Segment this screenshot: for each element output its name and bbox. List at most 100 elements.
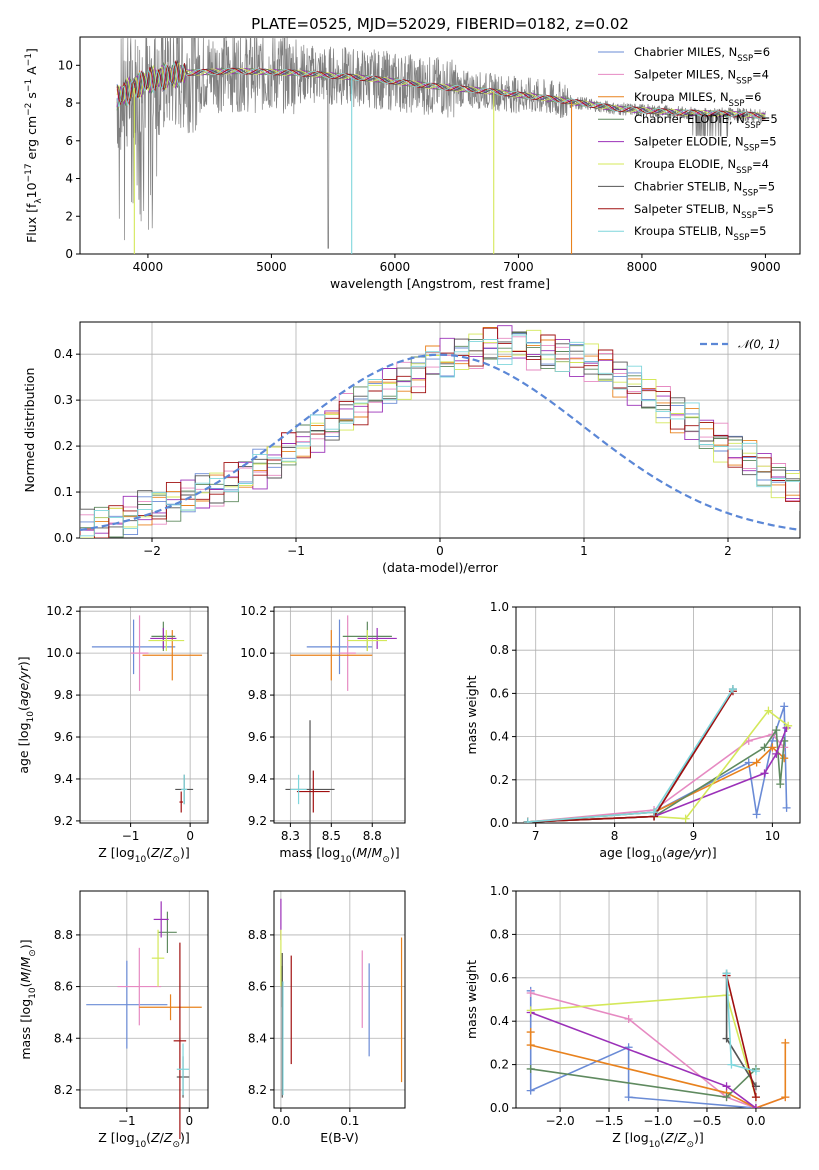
y-tick-label: 0.0 [54, 531, 73, 545]
errorbar-kroupa-stelib [181, 774, 188, 805]
model-kroupa-stelib [116, 62, 766, 120]
weight-marker [780, 754, 789, 763]
model-chabrier-stelib [116, 59, 766, 120]
weight-marker [784, 721, 793, 730]
errorbar-kroupa-miles [290, 630, 373, 681]
y-tick-label: 1.0 [490, 600, 509, 614]
x-tick-label: −1 [118, 1114, 136, 1128]
histogram-salpeter-stelib [80, 327, 800, 538]
weight-vs-age-frame [515, 606, 801, 824]
weight-marker [526, 1006, 535, 1015]
errorbar-kroupa-stelib [290, 774, 307, 805]
weight-marker [780, 702, 789, 711]
weight-marker [752, 758, 761, 767]
y-tick-label: 0.2 [54, 439, 73, 453]
y-tick-label: 8.6 [248, 980, 267, 994]
y-tick-label: 0.8 [490, 643, 509, 657]
x-tick-label: 6000 [380, 260, 411, 274]
errorbar-kroupa-elodie [347, 630, 387, 652]
histogram-kroupa-stelib [80, 334, 800, 538]
weight-vs-Z-axes: −2.0 −1.5 −1.0 −0.5 0.0 0.0 0.2 0.4 0.6 0.8 1.0 [490, 884, 801, 1128]
x-tick-label: 2 [724, 544, 732, 558]
weight-line-chabrier-stelib [527, 688, 734, 823]
x-axis-label: E(B-V) [320, 1130, 359, 1145]
legend-entry-gaussian: 𝒩(0, 1) [738, 337, 780, 351]
x-tick-label: −1.5 [594, 1114, 623, 1128]
x-tick-label: −1 [122, 829, 140, 843]
y-tick-label: 0.4 [490, 730, 509, 744]
y-tick-label: 0.8 [490, 927, 509, 941]
y-tick-label: 10.2 [240, 604, 267, 618]
weight-marker [728, 685, 737, 694]
y-tick-label: 1.0 [490, 884, 509, 898]
spectrum-legend: Chabrier MILES, NSSP=6 Salpeter MILES, NS… [598, 45, 778, 243]
x-tick-label: 0 [185, 1114, 193, 1128]
errorbar-kroupa-miles [139, 994, 202, 1021]
y-tick-label: 9.2 [248, 814, 267, 828]
legend-entry-kroupa-stelib: Kroupa STELIB, NSSP=5 [634, 224, 766, 243]
y-tick-label: 9.4 [248, 772, 267, 786]
y-tick-label: 9.6 [248, 730, 267, 744]
legend-entry-salpeter-elodie: Salpeter ELODIE, NSSP=5 [634, 135, 777, 154]
legend-entry-chabrier-stelib: Chabrier STELIB, NSSP=5 [634, 179, 775, 198]
weight-marker [752, 810, 761, 819]
x-tick-label: 9 [690, 829, 698, 843]
legend-entry-salpeter-miles: Salpeter MILES, NSSP=4 [634, 67, 769, 86]
x-tick-label: 7 [532, 829, 540, 843]
age-vs-Z-axes: −1 0 9.2 9.4 9.6 9.8 10.0 10.2 [46, 604, 209, 843]
x-tick-label: 9000 [750, 260, 781, 274]
x-tick-label: 0.1 [340, 1114, 359, 1128]
y-tick-label: 0.1 [54, 485, 73, 499]
weight-marker [781, 1038, 790, 1047]
y-tick-label: 8.4 [54, 1031, 73, 1045]
y-tick-label: 8 [65, 96, 73, 110]
weight-marker [526, 1028, 535, 1037]
weight-marker [526, 1064, 535, 1073]
weight-line-salpeter-stelib [527, 690, 734, 823]
weight-marker [772, 726, 781, 735]
legend-entry-chabrier-miles: Chabrier MILES, NSSP=6 [634, 45, 770, 64]
errorbar-chabrier-miles [306, 619, 373, 675]
mass-vs-EBV-axes: 0.0 0.1 8.2 8.4 8.6 8.8 [248, 890, 406, 1128]
weight-marker [624, 1015, 633, 1024]
weight-marker [751, 1104, 760, 1108]
errorbar-salpeter-stelib [173, 942, 187, 1139]
errorbar-salpeter-stelib [296, 770, 330, 813]
legend-entry-kroupa-elodie: Kroupa ELODIE, NSSP=4 [634, 157, 769, 176]
y-tick-label: 4 [65, 172, 73, 186]
x-tick-label: −2 [143, 544, 161, 558]
errorbar-salpeter-elodie [153, 901, 169, 938]
y-tick-label: 8.8 [248, 928, 267, 942]
y-tick-label: 0.0 [490, 816, 509, 830]
x-tick-label: 8.5 [322, 829, 341, 843]
weight-marker [722, 1034, 731, 1043]
mass-vs-Z-frame [79, 890, 209, 1109]
x-tick-label: 0.0 [746, 1114, 765, 1128]
figure-title: PLATE=0525, MJD=52029, FIBERID=0182, z=0… [251, 15, 629, 33]
x-tick-label: −2.0 [545, 1114, 574, 1128]
x-tick-label: 0 [186, 829, 194, 843]
y-tick-label: 2 [65, 209, 73, 223]
age-vs-mass-points [285, 615, 397, 859]
mass-vs-EBV-frame [273, 890, 406, 1109]
y-tick-label: 9.2 [54, 814, 73, 828]
x-tick-label: 0 [436, 544, 444, 558]
y-axis-label: age [log10(age/yr)] [16, 656, 36, 773]
weight-marker [764, 706, 773, 715]
weight-marker [526, 1041, 535, 1050]
weight-marker [681, 814, 690, 823]
x-tick-label: 5000 [256, 260, 287, 274]
weight-marker [624, 1093, 633, 1102]
weight-line-kroupa-stelib [527, 688, 734, 823]
histogram-kroupa-elodie [80, 329, 800, 538]
y-axis-label: mass [log10(M/M⊙)] [18, 939, 38, 1059]
weight-vs-Z-frame [515, 890, 801, 1109]
x-axis-label: (data-model)/error [382, 560, 499, 575]
histogram-chabrier-elodie [80, 332, 800, 538]
y-tick-label: 0.4 [54, 347, 73, 361]
legend-entry-chabrier-elodie: Chabrier ELODIE, NSSP=5 [634, 112, 778, 131]
weight-marker [722, 1093, 731, 1102]
model-salpeter-stelib [116, 60, 766, 120]
gaussian-curve [80, 353, 800, 531]
x-axis-label: mass [log10(M/M⊙)] [279, 845, 399, 865]
